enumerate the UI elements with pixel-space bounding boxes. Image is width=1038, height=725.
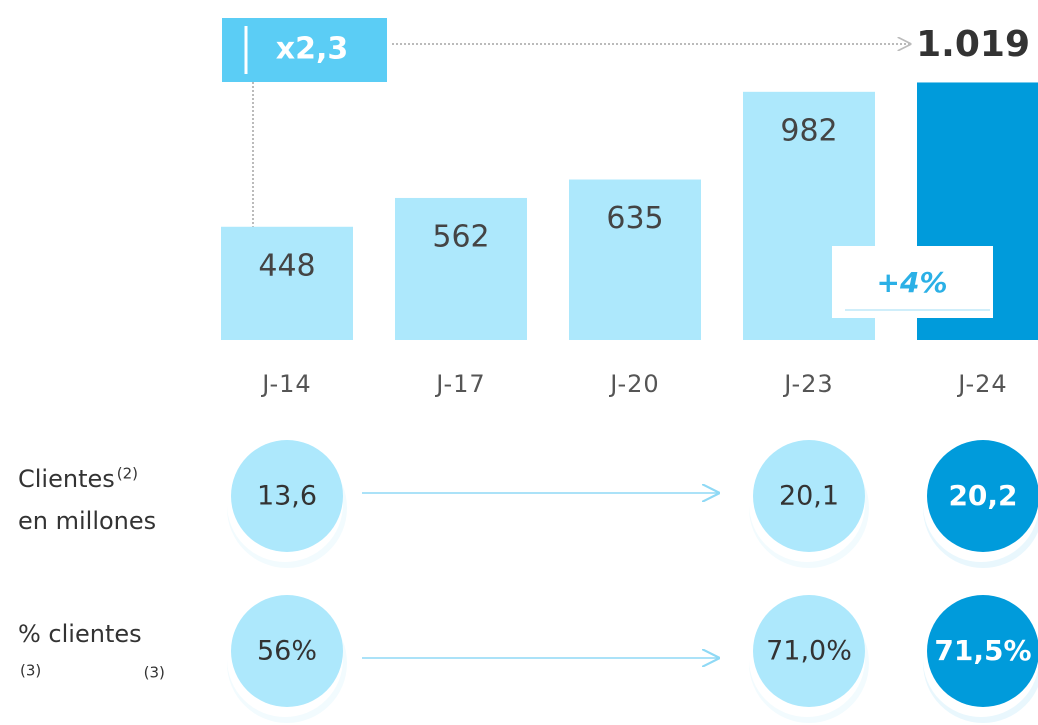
value-label: 982 xyxy=(780,113,837,148)
row-note: (3) xyxy=(144,664,165,682)
value-circle xyxy=(753,440,865,552)
row-note: (3) xyxy=(20,662,41,680)
value-circle xyxy=(927,595,1038,707)
value-circle xyxy=(231,440,343,552)
change-label: +4% xyxy=(877,266,948,299)
growth-box xyxy=(222,18,387,82)
value-circle xyxy=(927,440,1038,552)
value-label: 448 xyxy=(258,248,315,283)
row-note: (2) xyxy=(117,465,138,483)
x-tick-label: J-14 xyxy=(260,370,311,398)
row-unit: en millones xyxy=(18,507,156,535)
change-box xyxy=(832,246,993,318)
row-value-label: 20,2 xyxy=(948,479,1017,512)
x-tick-label: J-20 xyxy=(608,370,659,398)
growth-label: x2,3 xyxy=(276,32,349,67)
value-label: 1.019 xyxy=(916,24,1030,65)
bar xyxy=(221,226,353,340)
row-value-label: 13,6 xyxy=(257,481,317,512)
x-tick-label: J-24 xyxy=(956,370,1007,398)
value-circle xyxy=(231,595,343,707)
bar xyxy=(395,197,527,340)
row-label: Clientes xyxy=(18,465,115,493)
x-tick-label: J-23 xyxy=(782,370,833,398)
value-label: 635 xyxy=(606,201,663,236)
row-value-label: 20,1 xyxy=(779,481,839,512)
value-label: 562 xyxy=(432,219,489,254)
x-tick-label: J-17 xyxy=(434,370,485,398)
bar xyxy=(569,179,701,340)
row-label: % clientes xyxy=(18,620,142,648)
row-value-label: 71,5% xyxy=(934,634,1031,667)
row-value-label: 71,0% xyxy=(766,636,852,667)
value-circle xyxy=(753,595,865,707)
row-value-label: 56% xyxy=(257,636,317,667)
